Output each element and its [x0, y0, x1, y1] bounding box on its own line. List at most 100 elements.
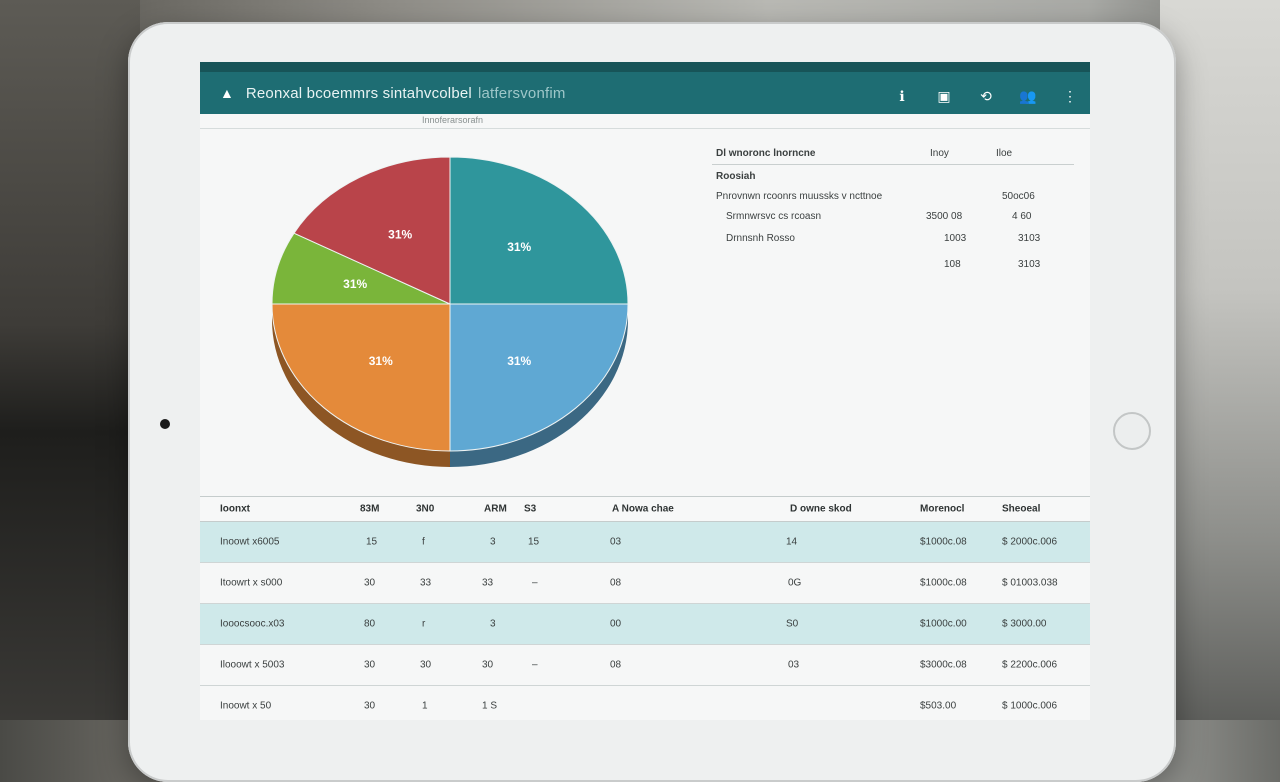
cell-value: 30	[364, 577, 376, 589]
info-icon[interactable]: ℹ	[899, 87, 905, 104]
table-row[interactable]: Iooocsooc.x03 80 r 3 00 S0 $1000c.00 $ 3…	[200, 604, 1090, 645]
pie-slice-3[interactable]	[271, 232, 451, 305]
cell-value: r	[422, 618, 426, 630]
summary-row-col1: 108	[944, 259, 961, 270]
cell-amount: $3000c.08	[920, 659, 967, 671]
cell-value: 30	[364, 659, 376, 671]
home-button[interactable]	[1113, 412, 1151, 450]
cell-amount: $ 3000.00	[1002, 618, 1047, 630]
background-left	[0, 0, 140, 720]
cell-amount: $ 01003.038	[1002, 577, 1058, 589]
cell-value: 33	[420, 577, 432, 589]
summary-header-label: Dl wnoronc lnorncne	[716, 148, 816, 159]
app-header: ▲ Reonxal bcoemmrs sintahvcolbel latfers…	[200, 62, 1090, 114]
cell-value: 1 S	[482, 700, 498, 712]
cell-value: S0	[786, 618, 799, 630]
column-header[interactable]: 83M	[360, 503, 380, 515]
summary-row-col2: 50oc06	[1002, 191, 1035, 202]
pie-slice-1[interactable]	[449, 303, 629, 452]
column-header[interactable]: Ioonxt	[220, 503, 250, 515]
pie-slice-4[interactable]	[293, 156, 451, 305]
pie-slice-2[interactable]	[271, 303, 451, 452]
column-header[interactable]: Sheoeal	[1002, 503, 1041, 515]
cell-value: 15	[366, 536, 378, 548]
cell-name: Inoowt x 50	[220, 700, 272, 712]
app-title: Reonxal bcoemmrs sintahvcolbel	[245, 84, 472, 102]
column-header[interactable]: D owne skod	[790, 503, 852, 515]
summary-row-label: Drnnsnh Rosso	[726, 233, 795, 244]
cell-value: 15	[528, 536, 540, 548]
cell-name: Iooocsooc.x03	[220, 618, 285, 630]
save-icon[interactable]: ▣	[937, 87, 951, 104]
data-table: Ioonxt 83M 3N0 ARM S3 A Nowa chae D owne…	[200, 496, 1090, 720]
pie-chart-svg: 31% 31% 31% 31% 31%	[271, 156, 629, 467]
cell-name: Ilooowt x 5003	[220, 659, 285, 671]
cell-value: –	[532, 577, 538, 589]
summary-row-label: Pnrovnwn rcoonrs muussks v ncttnoe	[716, 191, 883, 202]
pie-slice-label: 31%	[507, 240, 531, 254]
summary-row-col2: 3103	[1018, 233, 1041, 244]
summary-panel: Dl wnoronc lnorncne Inoy Iloe Roosiah Pn…	[712, 144, 1074, 275]
cell-amount: $ 1000c.006	[1002, 700, 1058, 712]
pie-slice-0[interactable]	[449, 156, 629, 305]
pie-slice-label: 31%	[343, 277, 367, 291]
table-row[interactable]: Inoowt x 50 30 1 1 S $503.00 $ 1000c.006	[200, 686, 1090, 720]
cell-amount: $ 2200c.006	[1002, 659, 1058, 671]
pie-chart: 31% 31% 31% 31% 31%	[260, 154, 640, 489]
summary-row: Drnnsnh Rosso 1003 3103	[712, 231, 1074, 253]
cell-value: 80	[364, 618, 376, 630]
summary-row: Pnrovnwn rcoonrs muussks v ncttnoe 50oc0…	[712, 187, 1074, 209]
tablet-screen: ▲ Reonxal bcoemmrs sintahvcolbel latfers…	[200, 62, 1090, 720]
people-icon[interactable]: 👥	[1019, 87, 1037, 104]
summary-row: Srmnwrsvc cs rcoasn 3500 08 4 60	[712, 209, 1074, 231]
cell-name: Itoowrt x s000	[220, 577, 283, 589]
cell-amount: $ 2000c.006	[1002, 536, 1058, 548]
cell-value: 0G	[788, 577, 802, 589]
camera-dot	[160, 419, 170, 429]
summary-header: Dl wnoronc lnorncne Inoy Iloe	[712, 144, 1074, 165]
cell-value: 1	[422, 700, 428, 712]
cell-amount: $1000c.00	[920, 618, 967, 630]
app-title-faded: latfersvonfim	[477, 84, 566, 102]
summary-section: Roosiah	[712, 165, 1074, 187]
background-right	[1160, 0, 1280, 720]
cell-value: 03	[610, 536, 622, 548]
cell-value: 30	[482, 659, 494, 671]
cell-value: f	[422, 536, 425, 548]
summary-header-col1: Inoy	[930, 148, 949, 159]
table-row[interactable]: Itoowrt x s000 30 33 33 – 08 0G $1000c.0…	[200, 563, 1090, 604]
summary-header-col2: Iloe	[996, 148, 1013, 159]
pie-slice-label: 31%	[507, 354, 531, 368]
summary-row: 108 3103	[712, 253, 1074, 275]
cell-value: 30	[420, 659, 432, 671]
summary-section-label: Roosiah	[716, 171, 756, 182]
pie-slice-label: 31%	[369, 354, 393, 368]
table-row[interactable]: Inoowt x6005 15 f 3 15 03 14 $1000c.08 $…	[200, 522, 1090, 563]
refresh-icon[interactable]: ⟲	[980, 87, 992, 104]
cell-value: 30	[364, 700, 376, 712]
column-header[interactable]: ARM	[484, 503, 507, 515]
column-header[interactable]: S3	[524, 503, 537, 515]
summary-row-label: Srmnwrsvc cs rcoasn	[726, 211, 822, 222]
cell-value: 3	[490, 536, 496, 548]
cell-value: 3	[490, 618, 496, 630]
column-header[interactable]: Morenocl	[920, 503, 965, 515]
column-header[interactable]: A Nowa chae	[612, 503, 674, 515]
column-header[interactable]: 3N0	[416, 503, 435, 515]
table-row[interactable]: Ilooowt x 5003 30 30 30 – 08 03 $3000c.0…	[200, 645, 1090, 686]
cell-amount: $503.00	[920, 700, 957, 712]
table-header-row: Ioonxt 83M 3N0 ARM S3 A Nowa chae D owne…	[200, 496, 1090, 522]
summary-row-col1: 3500 08	[926, 211, 963, 222]
pie-slice-label: 31%	[388, 227, 412, 241]
summary-row-col2: 3103	[1018, 259, 1041, 270]
summary-row-col2: 4 60	[1012, 211, 1032, 222]
toolbar: ℹ ▣ ⟲ 👥 ⋮	[892, 86, 1080, 106]
cell-amount: $1000c.08	[920, 577, 967, 589]
more-icon[interactable]: ⋮	[1063, 87, 1077, 104]
subheader-text: Innoferarsorafn	[422, 115, 484, 125]
cell-value: 08	[610, 577, 622, 589]
cell-value: 08	[610, 659, 622, 671]
cell-name: Inoowt x6005	[220, 536, 280, 548]
cell-value: 00	[610, 618, 622, 630]
cell-value: –	[532, 659, 538, 671]
